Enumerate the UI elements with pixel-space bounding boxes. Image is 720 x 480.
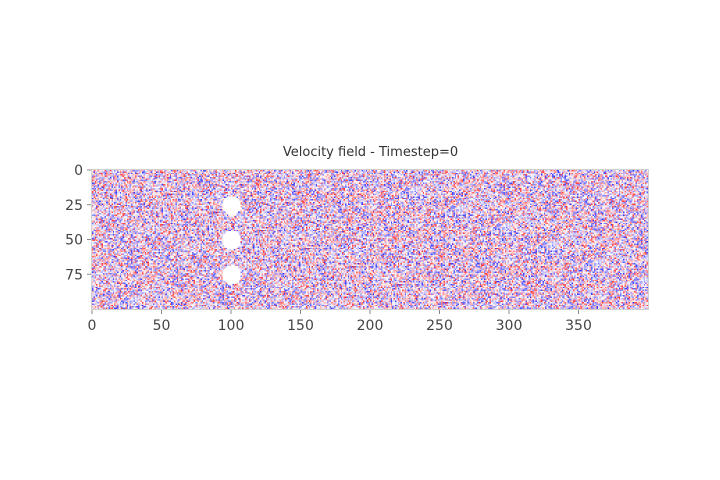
x-tick-label: 50 (153, 318, 171, 334)
chart-title: Velocity field - Timestep=0 (282, 145, 459, 160)
y-tick-label: 0 (74, 163, 83, 179)
y-tick-label: 25 (65, 198, 83, 214)
x-tick-label: 250 (426, 318, 453, 334)
y-tick-label: 75 (65, 267, 83, 283)
x-tick-label: 300 (496, 318, 523, 334)
y-tick-label: 50 (65, 233, 83, 249)
x-tick-label: 150 (287, 318, 314, 334)
plot-area (91, 169, 649, 310)
x-tick-label: 200 (357, 318, 384, 334)
velocity-heatmap (92, 170, 648, 309)
x-tick-label: 100 (218, 318, 245, 334)
x-tick-label: 350 (565, 318, 592, 334)
x-tick-label: 0 (88, 318, 97, 334)
